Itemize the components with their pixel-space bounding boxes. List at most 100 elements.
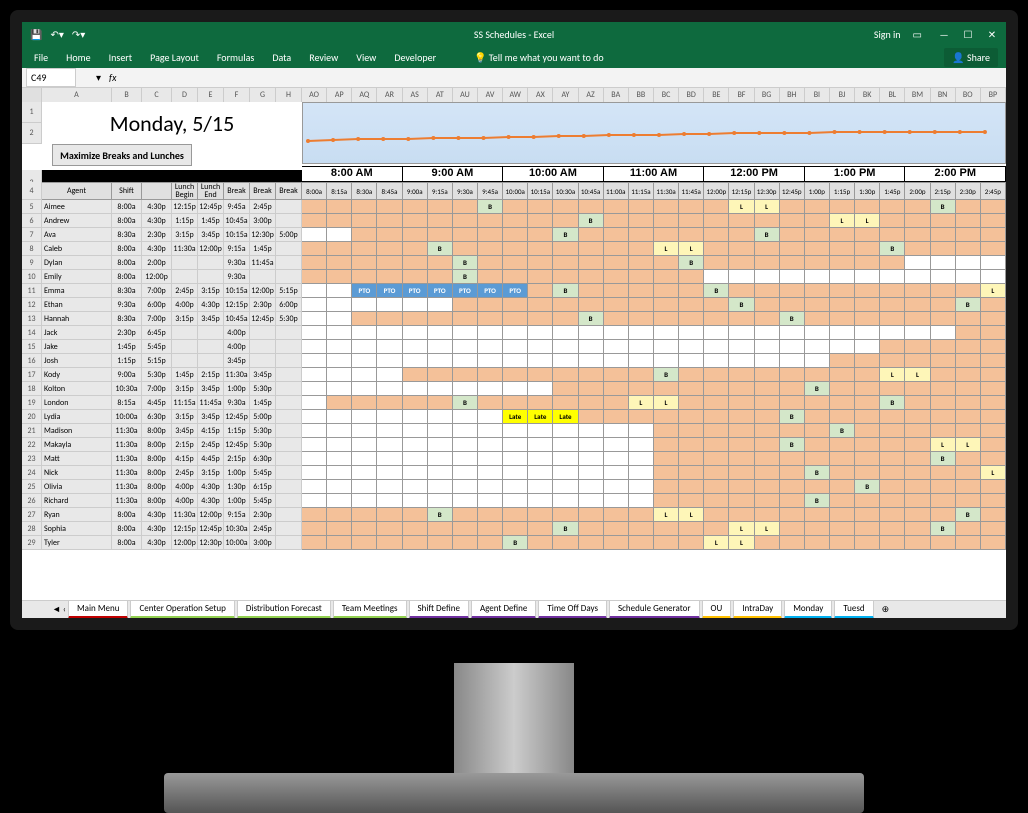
schedule-slot[interactable] xyxy=(428,522,453,536)
row-header[interactable]: 10 xyxy=(22,270,42,284)
schedule-slot[interactable] xyxy=(302,200,327,214)
col-header[interactable]: E xyxy=(198,88,224,102)
schedule-slot[interactable] xyxy=(453,200,478,214)
shift-cell[interactable]: 3:15p xyxy=(172,410,198,424)
schedule-slot[interactable] xyxy=(629,368,654,382)
schedule-slot[interactable]: B xyxy=(780,312,805,326)
schedule-slot[interactable] xyxy=(880,228,905,242)
schedule-slot[interactable] xyxy=(377,438,402,452)
schedule-slot[interactable] xyxy=(704,242,729,256)
col-header[interactable]: BA xyxy=(604,88,629,102)
schedule-slot[interactable] xyxy=(579,410,604,424)
schedule-slot[interactable] xyxy=(327,270,352,284)
schedule-slot[interactable] xyxy=(428,214,453,228)
ribbon-tab-file[interactable]: File xyxy=(34,51,48,64)
schedule-slot[interactable] xyxy=(327,312,352,326)
schedule-slot[interactable] xyxy=(830,354,855,368)
schedule-slot[interactable] xyxy=(830,396,855,410)
schedule-slot[interactable] xyxy=(352,200,377,214)
schedule-slot[interactable] xyxy=(956,368,981,382)
schedule-slot[interactable]: L xyxy=(654,242,679,256)
schedule-slot[interactable] xyxy=(528,452,553,466)
schedule-slot[interactable] xyxy=(327,466,352,480)
schedule-slot[interactable] xyxy=(377,396,402,410)
schedule-slot[interactable] xyxy=(905,522,930,536)
schedule-slot[interactable] xyxy=(453,382,478,396)
schedule-slot[interactable] xyxy=(704,438,729,452)
shift-cell[interactable]: 12:15p xyxy=(172,200,198,214)
schedule-slot[interactable]: PTO xyxy=(352,284,377,298)
schedule-slot[interactable] xyxy=(855,326,880,340)
schedule-slot[interactable] xyxy=(629,508,654,522)
schedule-slot[interactable] xyxy=(981,480,1006,494)
schedule-slot[interactable] xyxy=(931,368,956,382)
schedule-slot[interactable] xyxy=(981,382,1006,396)
shift-cell[interactable]: 2:15p xyxy=(224,452,250,466)
schedule-slot[interactable] xyxy=(377,494,402,508)
schedule-slot[interactable] xyxy=(428,536,453,550)
shift-cell[interactable]: 8:00a xyxy=(112,522,142,536)
schedule-slot[interactable] xyxy=(478,228,503,242)
schedule-slot[interactable]: B xyxy=(805,494,830,508)
schedule-slot[interactable] xyxy=(604,494,629,508)
col-header[interactable]: H xyxy=(276,88,302,102)
schedule-slot[interactable]: Late xyxy=(503,410,528,424)
schedule-slot[interactable]: L xyxy=(830,214,855,228)
schedule-slot[interactable] xyxy=(855,424,880,438)
fx-icon[interactable]: fx xyxy=(109,71,116,84)
schedule-slot[interactable] xyxy=(403,508,428,522)
schedule-slot[interactable] xyxy=(704,326,729,340)
schedule-slot[interactable] xyxy=(780,424,805,438)
shift-cell[interactable]: 5:15p xyxy=(142,354,172,368)
shift-cell[interactable]: 8:30a xyxy=(112,228,142,242)
schedule-slot[interactable] xyxy=(453,494,478,508)
schedule-slot[interactable] xyxy=(553,396,578,410)
schedule-slot[interactable] xyxy=(780,466,805,480)
schedule-slot[interactable] xyxy=(905,382,930,396)
shift-cell[interactable]: 1:45p xyxy=(172,368,198,382)
sheet-tab[interactable]: Schedule Generator xyxy=(609,600,700,618)
schedule-slot[interactable] xyxy=(956,200,981,214)
schedule-slot[interactable] xyxy=(956,410,981,424)
schedule-slot[interactable] xyxy=(780,522,805,536)
schedule-slot[interactable]: L xyxy=(981,466,1006,480)
shift-cell[interactable]: 4:00p xyxy=(172,480,198,494)
schedule-slot[interactable] xyxy=(956,284,981,298)
schedule-slot[interactable] xyxy=(780,508,805,522)
schedule-slot[interactable] xyxy=(981,508,1006,522)
schedule-slot[interactable] xyxy=(956,382,981,396)
schedule-slot[interactable] xyxy=(805,284,830,298)
schedule-slot[interactable] xyxy=(503,312,528,326)
schedule-slot[interactable]: PTO xyxy=(428,284,453,298)
schedule-slot[interactable] xyxy=(780,368,805,382)
shift-cell[interactable]: 4:30p xyxy=(142,200,172,214)
shift-cell[interactable]: 8:00a xyxy=(112,214,142,228)
schedule-slot[interactable] xyxy=(377,312,402,326)
schedule-slot[interactable] xyxy=(604,452,629,466)
shift-cell[interactable]: 6:15p xyxy=(250,480,276,494)
row-header[interactable]: 2 xyxy=(22,123,42,144)
schedule-slot[interactable] xyxy=(629,466,654,480)
schedule-slot[interactable] xyxy=(830,382,855,396)
schedule-slot[interactable] xyxy=(780,494,805,508)
schedule-slot[interactable] xyxy=(377,214,402,228)
schedule-slot[interactable] xyxy=(478,466,503,480)
schedule-slot[interactable] xyxy=(704,508,729,522)
schedule-slot[interactable] xyxy=(855,466,880,480)
schedule-slot[interactable] xyxy=(478,242,503,256)
schedule-slot[interactable] xyxy=(654,270,679,284)
schedule-slot[interactable] xyxy=(403,228,428,242)
schedule-slot[interactable] xyxy=(302,466,327,480)
shift-cell[interactable]: 11:45a xyxy=(250,256,276,270)
schedule-slot[interactable] xyxy=(755,438,780,452)
schedule-slot[interactable] xyxy=(579,298,604,312)
shift-cell[interactable] xyxy=(276,424,302,438)
schedule-slot[interactable] xyxy=(780,242,805,256)
schedule-slot[interactable] xyxy=(428,438,453,452)
schedule-slot[interactable] xyxy=(629,382,654,396)
schedule-slot[interactable] xyxy=(327,354,352,368)
schedule-slot[interactable] xyxy=(679,270,704,284)
schedule-slot[interactable]: B xyxy=(956,298,981,312)
schedule-slot[interactable] xyxy=(503,508,528,522)
schedule-slot[interactable] xyxy=(956,326,981,340)
